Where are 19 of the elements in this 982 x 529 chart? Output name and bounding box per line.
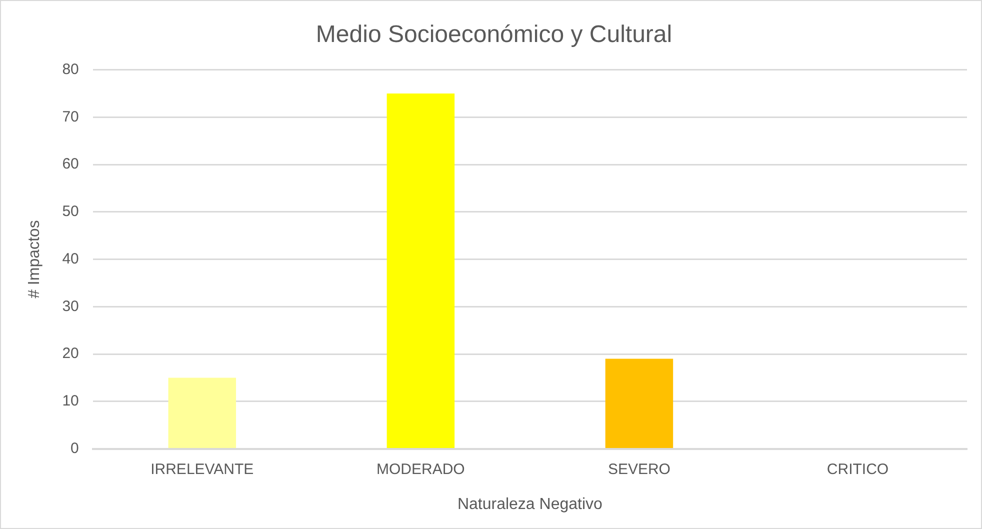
- bar: [605, 358, 674, 448]
- y-tick-label: 80: [62, 60, 79, 78]
- y-tick-label: 10: [62, 392, 79, 410]
- x-tick-label: MODERADO: [376, 460, 465, 478]
- x-tick-label: CRITICO: [826, 460, 889, 478]
- y-tick-label: 40: [62, 250, 79, 268]
- y-tick-label: 50: [62, 203, 79, 220]
- y-tick-label: 20: [62, 345, 79, 362]
- x-tick-label: IRRELEVANTE: [150, 460, 254, 478]
- bar: [168, 378, 236, 448]
- bar: [386, 93, 455, 448]
- x-tick-label: SEVERO: [608, 460, 670, 478]
- y-tick-label: 70: [62, 108, 79, 126]
- y-tick-label: 0: [70, 440, 79, 457]
- chart-title: Medio Socioeconómico y Cultural: [316, 21, 672, 48]
- y-tick-label: 60: [62, 156, 79, 173]
- x-axis-title: Naturaleza Negativo: [457, 496, 603, 513]
- y-axis-title: # Impactos: [26, 220, 44, 298]
- y-tick-label: 30: [62, 298, 79, 315]
